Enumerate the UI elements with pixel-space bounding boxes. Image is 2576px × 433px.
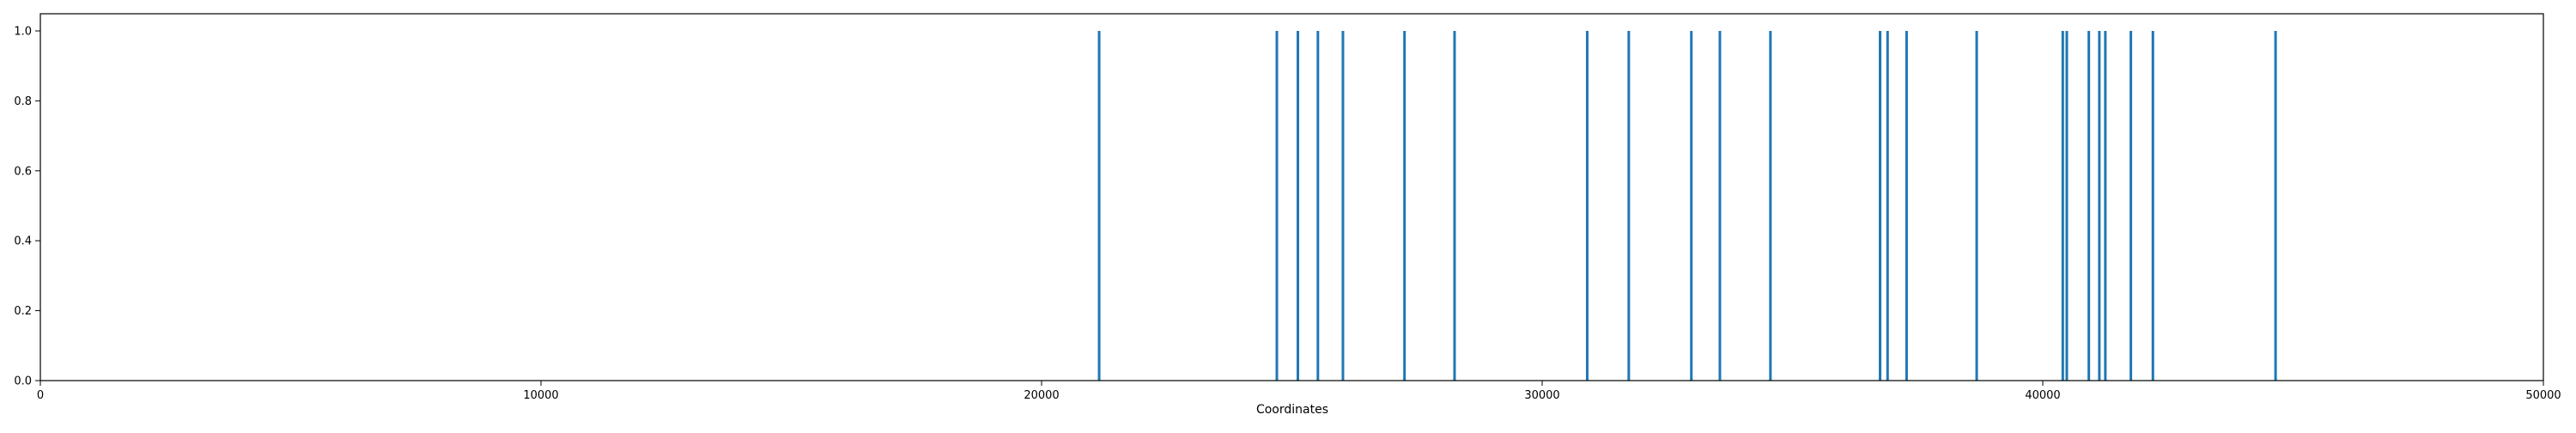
bar bbox=[2061, 31, 2064, 381]
bar bbox=[2098, 31, 2101, 381]
bar bbox=[2129, 31, 2133, 381]
bar bbox=[1316, 31, 1320, 381]
bar bbox=[1975, 31, 1978, 381]
bar bbox=[1275, 31, 1279, 381]
x-tick-label: 40000 bbox=[2025, 389, 2060, 402]
bar bbox=[1453, 31, 1456, 381]
bar bbox=[1879, 31, 1882, 381]
bar bbox=[1097, 31, 1101, 381]
bar bbox=[1769, 31, 1772, 381]
axes-layer: 0 10000 20000 30000 40000 50000 0.0 0.2 0.4 0.6 0.… bbox=[14, 13, 2561, 402]
bar bbox=[1718, 31, 1722, 381]
bar bbox=[1341, 31, 1345, 381]
y-tick-label: 0.4 bbox=[14, 235, 32, 248]
y-tick-label: 1.0 bbox=[14, 26, 32, 39]
y-tick-label: 0.0 bbox=[14, 375, 32, 388]
bar bbox=[1690, 31, 1693, 381]
y-tick-label: 0.6 bbox=[14, 165, 32, 178]
y-tick-label: 0.2 bbox=[14, 305, 32, 318]
x-tick-label: 10000 bbox=[523, 389, 558, 402]
y-tick-label: 0.8 bbox=[14, 95, 32, 108]
bar bbox=[1297, 31, 1299, 381]
x-axis-label: Coordinates bbox=[1256, 403, 1328, 417]
bar bbox=[2104, 31, 2107, 381]
bar bbox=[2087, 31, 2091, 381]
bar bbox=[1585, 31, 1589, 381]
bars-layer bbox=[1097, 31, 2277, 381]
plot-frame bbox=[39, 13, 2544, 381]
x-tick-label: 20000 bbox=[1024, 389, 1059, 402]
bar bbox=[2065, 31, 2069, 381]
bar bbox=[1905, 31, 1908, 381]
x-tick-label: 0 bbox=[37, 389, 44, 402]
x-tick-label: 50000 bbox=[2525, 389, 2561, 402]
bar bbox=[2274, 31, 2277, 381]
bar bbox=[2151, 31, 2154, 381]
bar bbox=[1886, 31, 1889, 381]
bar bbox=[1403, 31, 1406, 381]
bar bbox=[1627, 31, 1631, 381]
x-tick-label: 30000 bbox=[1524, 389, 1559, 402]
